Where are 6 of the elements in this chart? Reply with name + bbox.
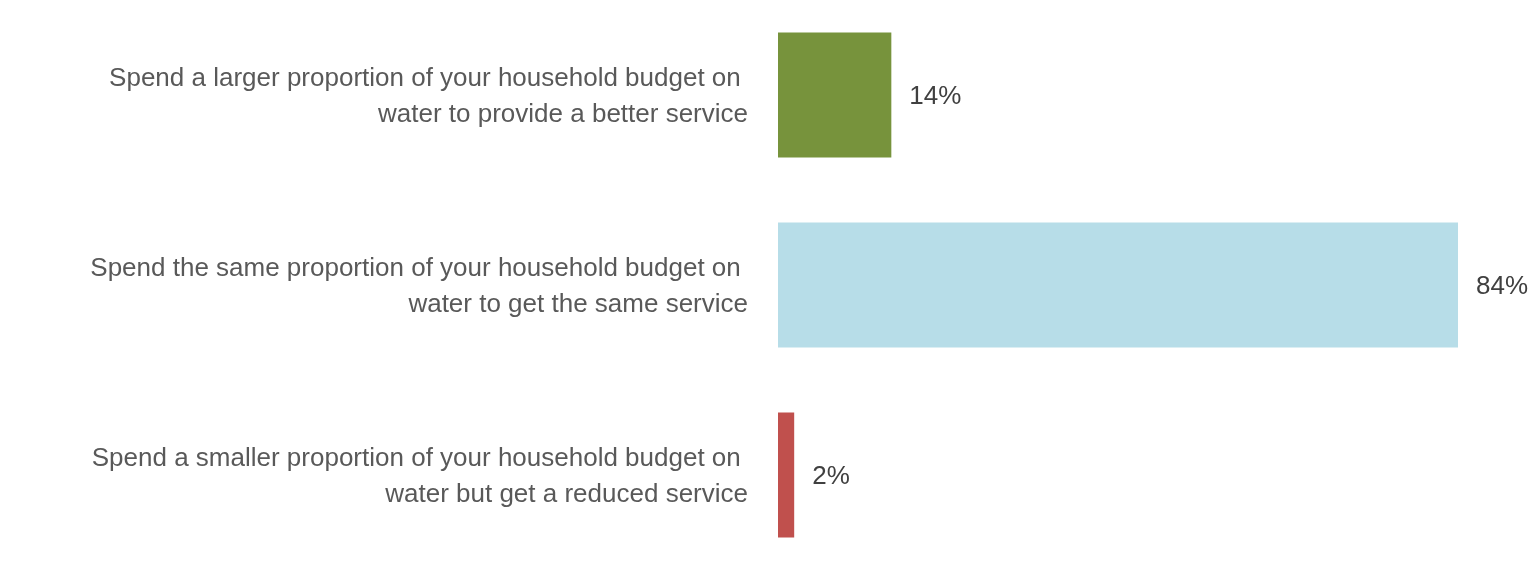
y-tick-label: Spend the same proportion of your household budget on water to get the same service bbox=[90, 252, 748, 318]
data-label: 84% bbox=[1476, 270, 1529, 300]
data-label: 14% bbox=[909, 80, 962, 110]
y-tick-label: Spend a larger proportion of your household budget on water to provide a better service bbox=[109, 62, 748, 128]
y-tick-label: Spend a smaller proportion of your household budget on water but get a reduced service bbox=[91, 442, 748, 508]
data-label: 2% bbox=[812, 460, 850, 490]
